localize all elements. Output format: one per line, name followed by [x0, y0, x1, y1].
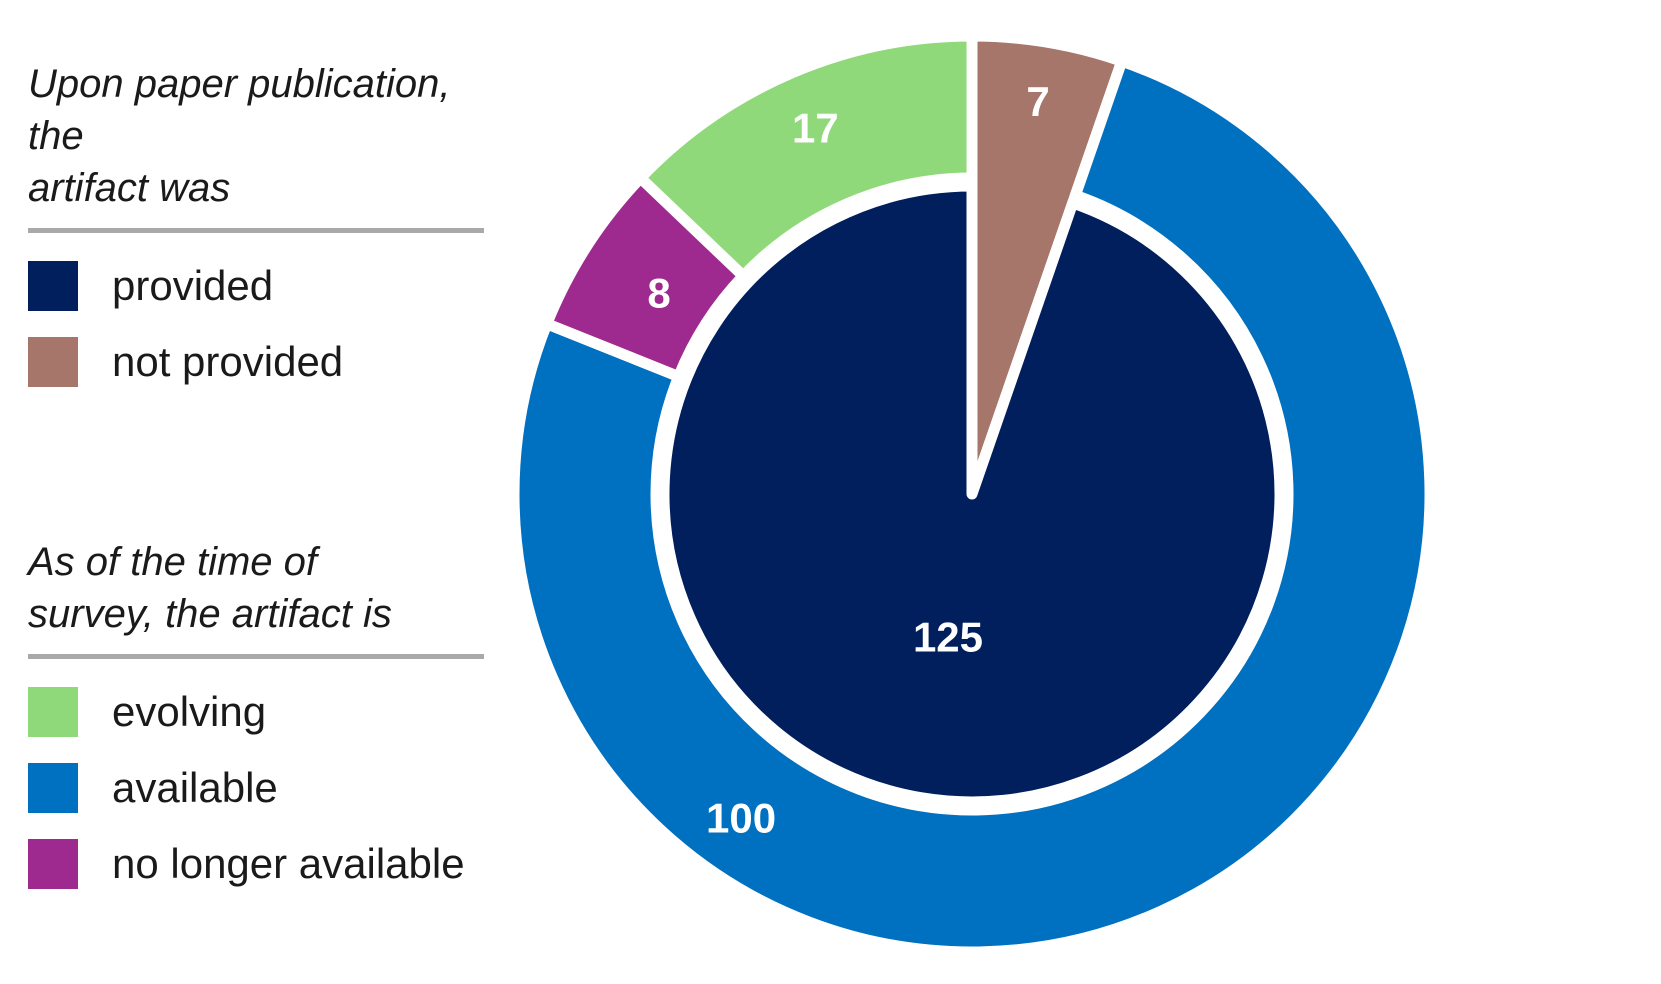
data-label-no-longer-available: 8	[647, 269, 670, 316]
legend-swatch	[28, 337, 78, 387]
legend-swatch	[28, 687, 78, 737]
legend-upon-publication: Upon paper publication, the artifact was…	[28, 58, 488, 387]
slice-available	[508, 55, 1436, 958]
legend-title-line: As of the time of	[28, 540, 318, 584]
data-label-not-provided: 7	[1026, 78, 1049, 125]
legend-label: available	[112, 764, 278, 811]
legend-title-line: survey, the artifact is	[28, 592, 392, 636]
legend-label: evolving	[112, 688, 267, 735]
legend-title: Upon paper publication, the artifact was	[28, 58, 498, 214]
legend-swatch	[28, 839, 78, 889]
legend-time-of-survey: As of the time of survey, the artifact i…	[28, 536, 488, 889]
legend-label: not provided	[112, 338, 344, 385]
legend-title-line: Upon paper publication, the	[28, 62, 451, 158]
data-label-evolving: 17	[792, 105, 839, 152]
slice-provided	[658, 180, 1286, 808]
legend-item-available: available	[28, 763, 488, 813]
legend-item-provided: provided	[28, 261, 488, 311]
legend-divider	[28, 228, 484, 233]
legend-swatch	[28, 261, 78, 311]
legend-item-evolving: evolving	[28, 687, 488, 737]
data-label-available: 100	[706, 795, 776, 842]
legend-item-not-provided: not provided	[28, 337, 488, 387]
legend-title: As of the time of survey, the artifact i…	[28, 536, 498, 640]
legend-label: no longer available	[112, 840, 465, 887]
legend-title-line: artifact was	[28, 166, 231, 210]
legend-swatch	[28, 763, 78, 813]
data-label-provided: 125	[913, 614, 983, 661]
legend-divider	[28, 654, 484, 659]
legend-item-no-longer-available: no longer available	[28, 839, 488, 889]
slice-evolving	[635, 30, 978, 282]
legend-label: provided	[112, 262, 274, 309]
